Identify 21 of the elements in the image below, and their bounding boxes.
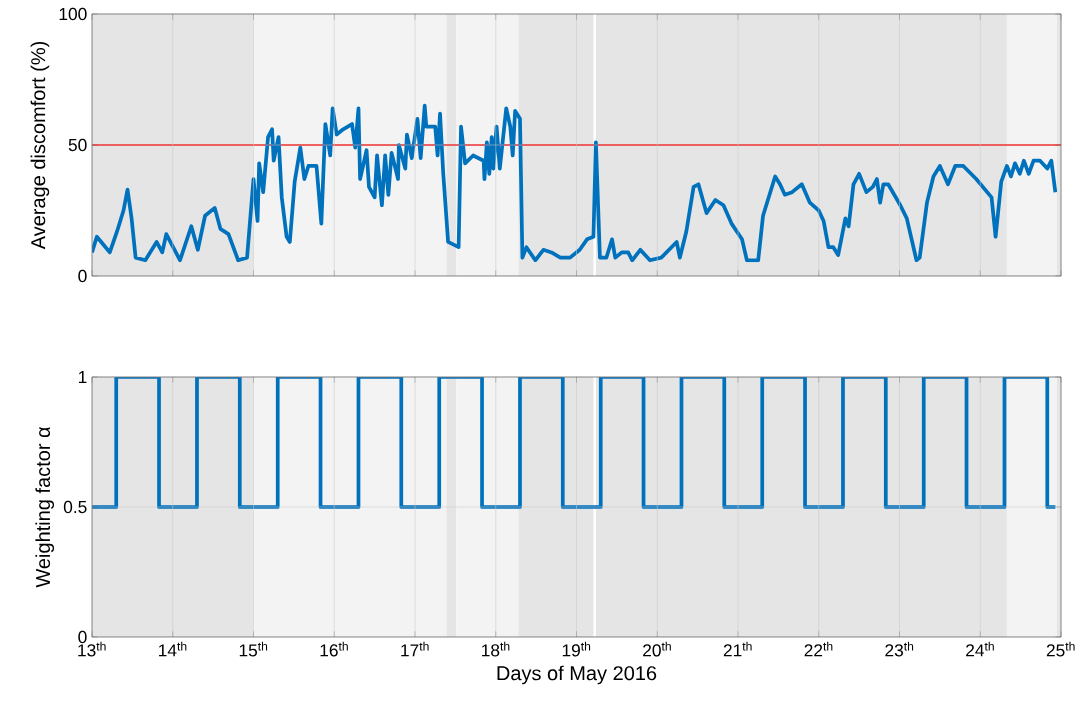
y-tick-label: 100 [59,7,87,21]
x-tick-label: 21$^{th}$ [723,641,752,657]
x-tick-label: 15$^{th}$ [239,641,268,657]
x-tick-label: 18$^{th}$ [482,641,510,657]
y-axis-title: Average discomfort (%) [30,41,50,250]
y-tick-label: 0 [78,269,87,283]
x-tick-label: 23$^{th}$ [885,641,914,657]
x-tick-label: 24$^{th}$ [966,641,994,657]
x-tick-label: 17$^{th}$ [401,641,429,657]
x-tick-label: 22$^{th}$ [804,641,833,657]
x-tick-label: 16$^{th}$ [320,641,348,657]
y-tick-label: 50 [68,138,87,152]
y-tick-label: 0 [78,630,87,644]
y-tick-label: 0.5 [63,500,87,514]
x-axis-title: Days of May 2016 [497,665,657,685]
y-axis-title: Weighting factor α [35,426,55,588]
x-tick-label: 14$^{th}$ [159,641,187,657]
x-tick-label: 25$^{th}$ [1046,641,1075,657]
x-tick-label: 20$^{th}$ [643,641,671,657]
x-tick-label: 19$^{th}$ [562,641,591,657]
y-tick-label: 1 [78,371,87,383]
